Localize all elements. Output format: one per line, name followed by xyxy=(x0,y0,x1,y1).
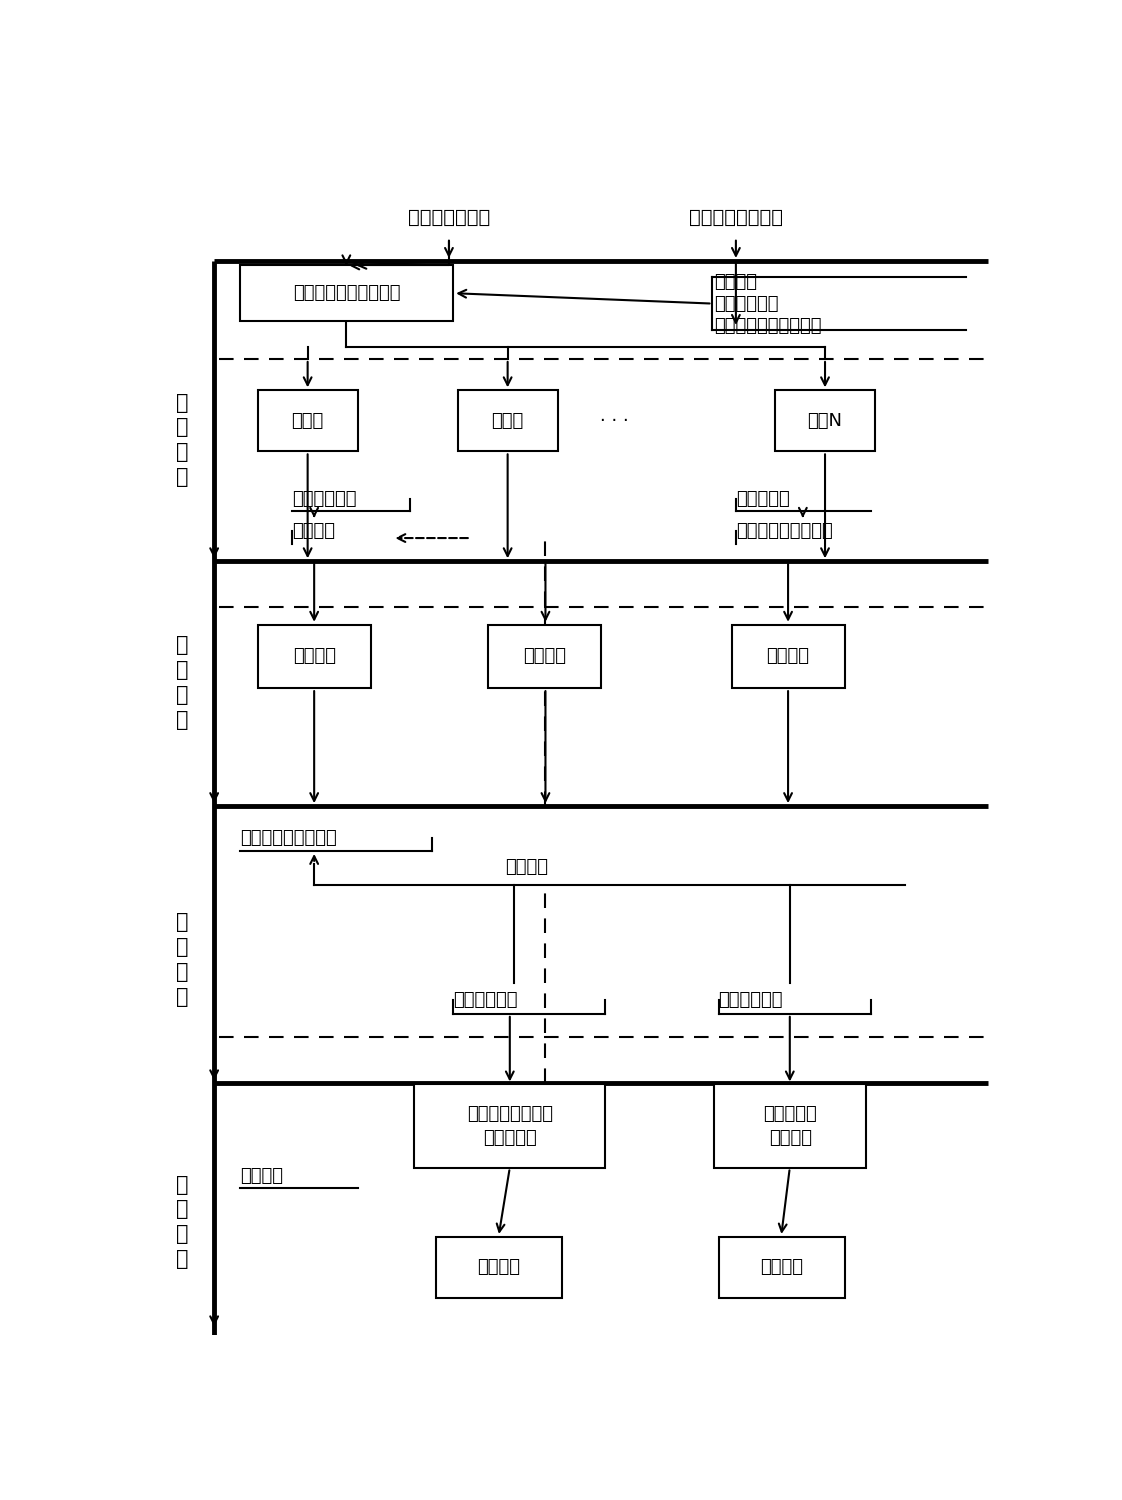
Text: 电机馈能: 电机馈能 xyxy=(760,1258,803,1276)
Text: 工况判断: 工况判断 xyxy=(714,273,757,291)
Bar xyxy=(488,624,601,688)
Text: 工况N: 工况N xyxy=(808,413,843,430)
Text: 合作机制: 合作机制 xyxy=(293,648,335,666)
Bar xyxy=(258,624,370,688)
Bar xyxy=(435,1238,562,1298)
Text: 协同预测控制目标设定: 协同预测控制目标设定 xyxy=(293,284,401,302)
Bar xyxy=(414,1084,606,1167)
Bar xyxy=(458,390,558,452)
Bar xyxy=(240,266,453,321)
Bar xyxy=(714,1084,866,1167)
Text: 制动能量回收: 制动能量回收 xyxy=(453,992,517,1010)
Text: 工况二: 工况二 xyxy=(491,413,524,430)
Text: 预
测
控
制: 预 测 控 制 xyxy=(176,912,188,1007)
Bar xyxy=(258,390,358,452)
Text: 电机做功: 电机做功 xyxy=(478,1258,521,1276)
Text: 子系统控制任务分配: 子系统控制任务分配 xyxy=(736,522,833,540)
Text: 驾驶员控制指令: 驾驶员控制指令 xyxy=(407,207,490,226)
Text: 状态估计: 状态估计 xyxy=(505,858,549,876)
Text: 执行反馈: 执行反馈 xyxy=(240,1167,283,1185)
Text: 馈能悬架预
测控制器: 馈能悬架预 测控制器 xyxy=(763,1106,817,1146)
Text: 再生制动能量回收
预测控制器: 再生制动能量回收 预测控制器 xyxy=(467,1106,553,1146)
Text: 综合评价: 综合评价 xyxy=(293,522,335,540)
Bar xyxy=(732,624,845,688)
Text: 任务分配表: 任务分配表 xyxy=(736,490,790,508)
Text: 顶
层
决
策: 顶 层 决 策 xyxy=(176,393,188,488)
Text: 协商仲裁: 协商仲裁 xyxy=(766,648,810,666)
Text: 底层子系统功能实现: 底层子系统功能实现 xyxy=(240,830,337,848)
Bar xyxy=(775,390,875,452)
Text: 控制任务分配模型建立: 控制任务分配模型建立 xyxy=(714,316,821,334)
Text: 性能指标确定: 性能指标确定 xyxy=(714,294,779,312)
Text: 工况一: 工况一 xyxy=(292,413,324,430)
Text: · · ·: · · · xyxy=(600,413,628,430)
Text: 振动能量回收: 振动能量回收 xyxy=(718,992,783,1010)
Text: 协同控制实施: 协同控制实施 xyxy=(293,490,357,508)
Text: 协
同
优
化: 协 同 优 化 xyxy=(176,634,188,729)
Text: 执
行
反
馈: 执 行 反 馈 xyxy=(176,1174,188,1269)
Bar xyxy=(718,1238,845,1298)
Text: 优先权限: 优先权限 xyxy=(523,648,567,666)
Text: 道路交通环境信息: 道路交通环境信息 xyxy=(689,207,783,226)
